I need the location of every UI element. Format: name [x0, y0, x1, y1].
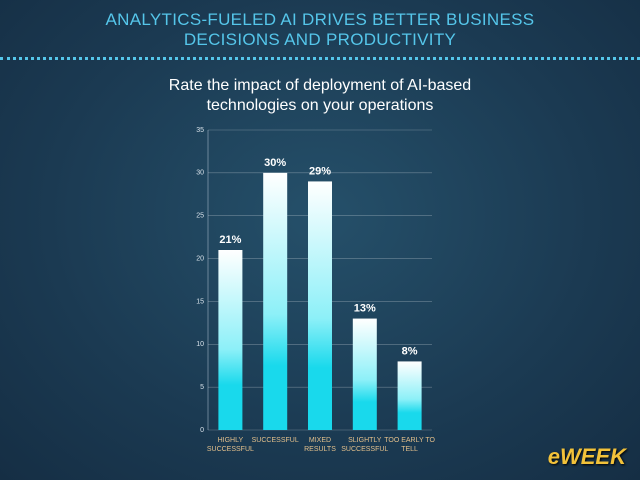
x-tick-label: SLIGHTLY SUCCESSFUL	[341, 437, 389, 453]
bar	[263, 172, 288, 430]
x-tick-label: MIXED RESULTS	[304, 437, 336, 453]
bar	[352, 318, 377, 430]
y-tick-label: 15	[196, 298, 204, 305]
y-tick-label: 25	[196, 213, 204, 220]
y-tick-label: 5	[200, 384, 204, 391]
bar	[397, 361, 422, 430]
bar	[308, 181, 332, 430]
value-label: 13%	[354, 302, 376, 314]
x-tick-label: HIGHLY SUCCESSFUL	[206, 437, 254, 453]
chart-title: Rate the impact of deployment of AI-base…	[168, 77, 472, 114]
x-tick-label: SUCCESSFUL	[251, 437, 299, 444]
slide-title: ANALYTICS-FUELED AI DRIVES BETTER BUSINE…	[105, 10, 535, 49]
logo: eWEEK	[547, 444, 626, 469]
y-tick-label: 10	[196, 341, 204, 348]
dotted-divider	[0, 57, 640, 60]
bar	[218, 250, 243, 430]
y-tick-label: 20	[196, 255, 204, 262]
value-label: 29%	[309, 165, 331, 177]
y-tick-label: 30	[196, 170, 204, 177]
y-tick-label: 0	[200, 427, 204, 434]
x-tick-label: TOO EARLY TO TELL	[384, 437, 435, 453]
value-label: 21%	[219, 234, 241, 246]
value-label: 8%	[402, 345, 418, 357]
value-label: 30%	[264, 157, 286, 169]
y-tick-label: 35	[196, 127, 204, 134]
